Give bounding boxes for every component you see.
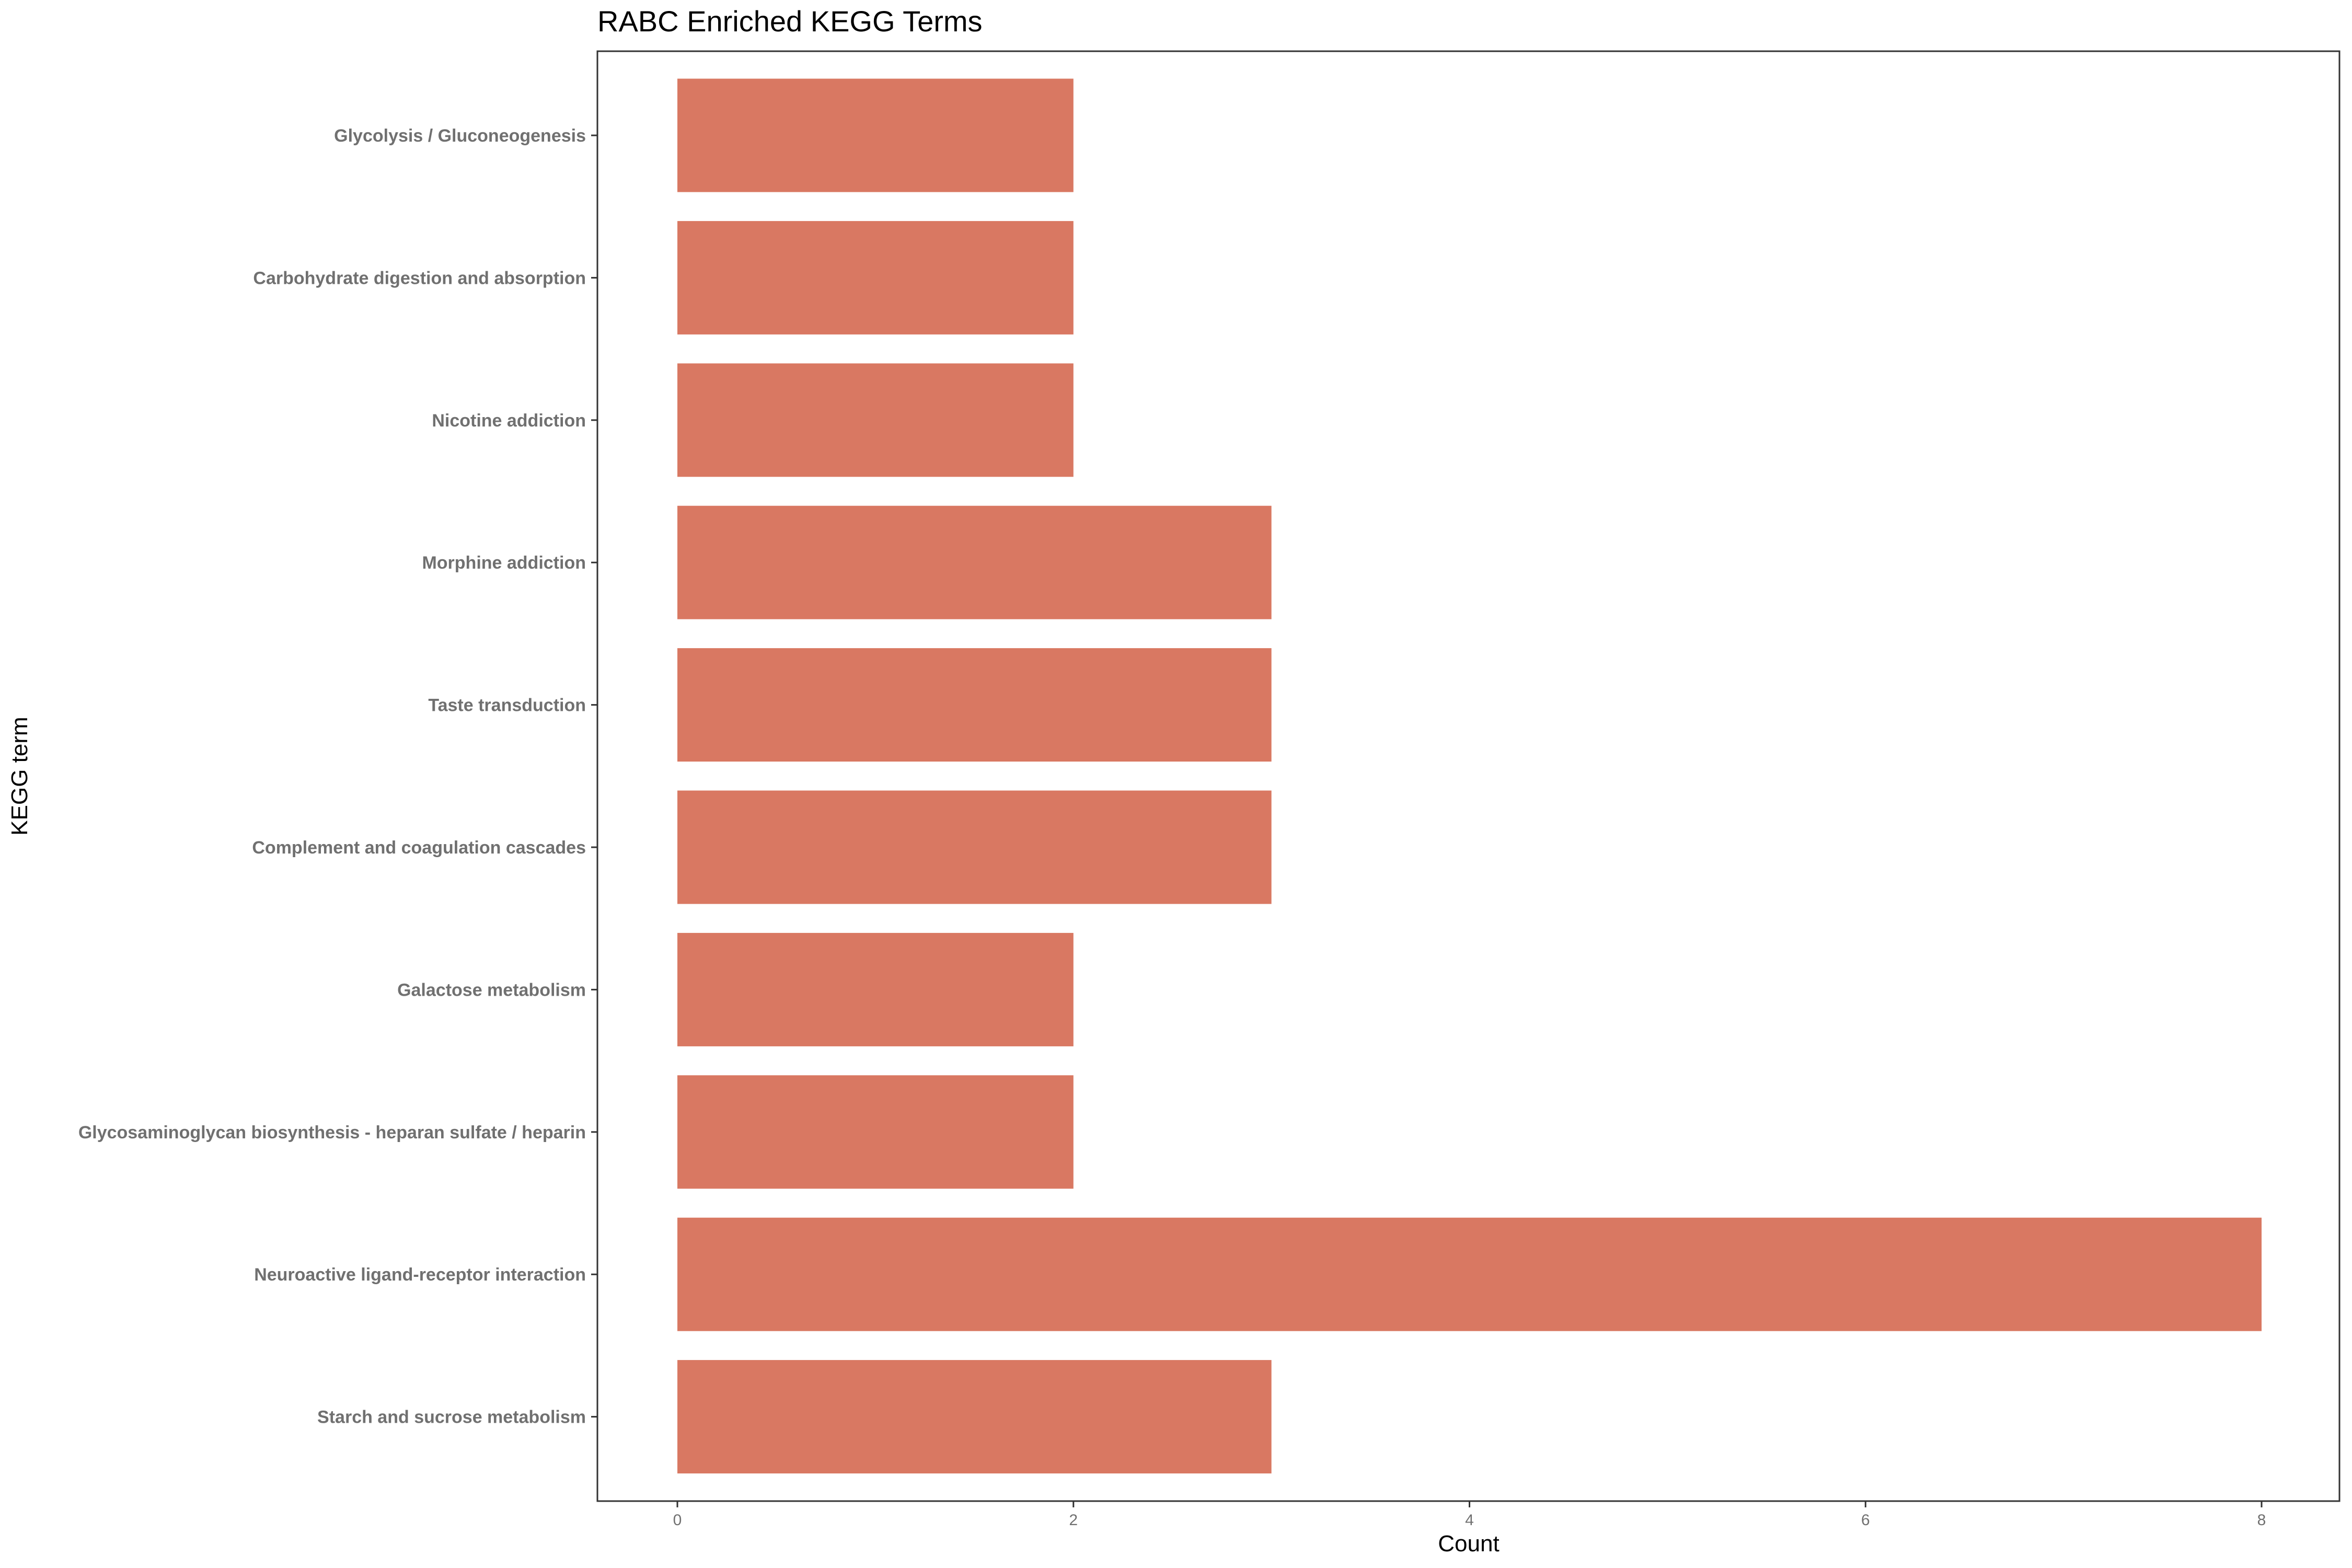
y-tick-label-6: Galactose metabolism bbox=[397, 980, 586, 1000]
y-tick-label-8: Neuroactive ligand-receptor interaction bbox=[254, 1265, 586, 1285]
x-tick-label-4: 8 bbox=[2257, 1512, 2266, 1529]
chart-title: RABC Enriched KEGG Terms bbox=[597, 5, 983, 38]
bar-1 bbox=[677, 221, 1074, 335]
x-tick-label-2: 4 bbox=[1465, 1512, 1474, 1529]
y-tick-label-9: Starch and sucrose metabolism bbox=[317, 1408, 586, 1427]
y-axis-title: KEGG term bbox=[7, 717, 32, 835]
y-tick-label-2: Nicotine addiction bbox=[432, 411, 586, 431]
bar-4 bbox=[677, 648, 1272, 762]
y-tick-label-5: Complement and coagulation cascades bbox=[252, 838, 586, 858]
y-tick-label-7: Glycosaminoglycan biosynthesis - heparan… bbox=[78, 1123, 586, 1143]
bar-6 bbox=[677, 932, 1074, 1046]
y-tick-label-0: Glycolysis / Gluconeogenesis bbox=[334, 126, 586, 146]
bar-3 bbox=[677, 505, 1272, 619]
x-tick-label-3: 6 bbox=[1861, 1512, 1870, 1529]
x-tick-label-0: 0 bbox=[673, 1512, 682, 1529]
bar-9 bbox=[677, 1360, 1272, 1474]
bar-2 bbox=[677, 363, 1074, 477]
y-axis: Glycolysis / Gluconeogenesis Carbohydrate… bbox=[78, 126, 597, 1427]
y-tick-label-4: Taste transduction bbox=[428, 696, 586, 716]
bar-0 bbox=[677, 78, 1074, 192]
x-tick-label-1: 2 bbox=[1069, 1512, 1078, 1529]
bar-8 bbox=[677, 1217, 2262, 1331]
y-tick-label-1: Carbohydrate digestion and absorption bbox=[253, 268, 586, 288]
bars-group bbox=[677, 78, 2262, 1474]
y-tick-label-3: Morphine addiction bbox=[422, 553, 586, 573]
bar-5 bbox=[677, 790, 1272, 904]
x-axis-title: Count bbox=[1438, 1531, 1499, 1557]
bar-7 bbox=[677, 1075, 1074, 1189]
x-axis: 0 2 4 6 8 bbox=[673, 1501, 2266, 1529]
